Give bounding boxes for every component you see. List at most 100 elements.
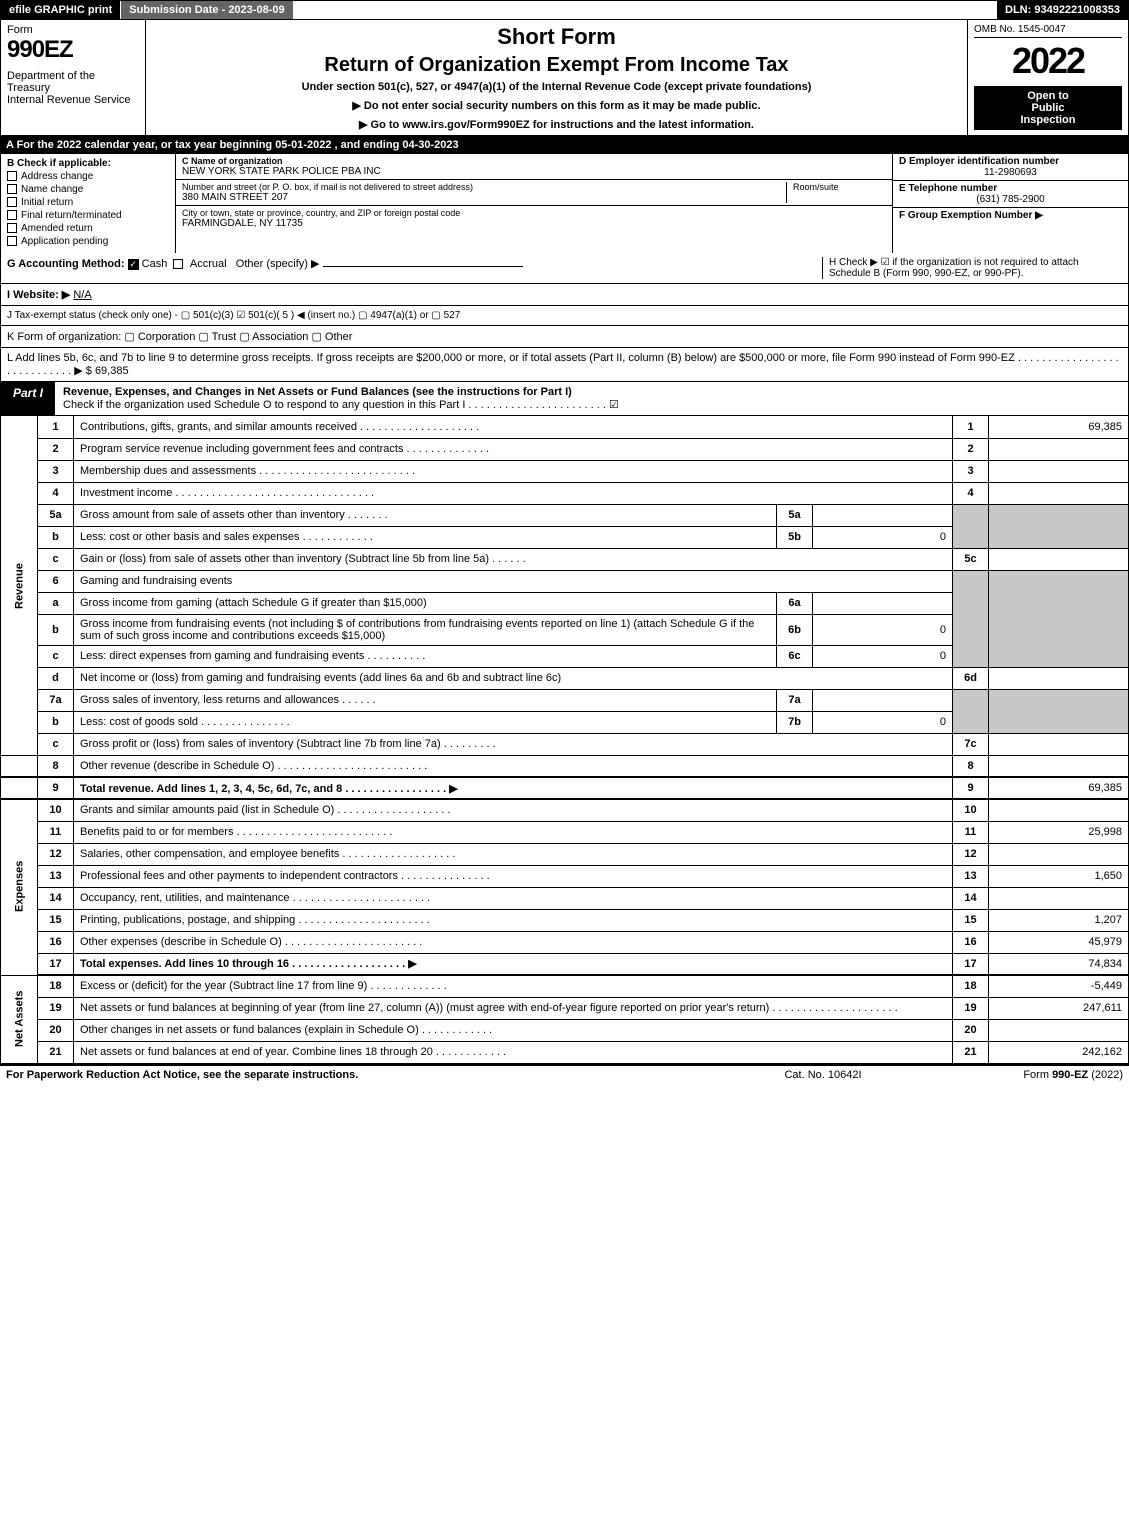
line-num: 2 bbox=[38, 438, 74, 460]
entity-info-grid: B Check if applicable: Address change Na… bbox=[0, 154, 1129, 253]
shaded-cell bbox=[953, 689, 989, 733]
line-desc: Other changes in net assets or fund bala… bbox=[74, 1019, 953, 1041]
line-ref: 7c bbox=[953, 733, 989, 755]
line-amount: 1,650 bbox=[989, 865, 1129, 887]
city-label: City or town, state or province, country… bbox=[182, 208, 886, 218]
table-row: 20 Other changes in net assets or fund b… bbox=[1, 1019, 1129, 1041]
table-row: 5a Gross amount from sale of assets othe… bbox=[1, 504, 1129, 526]
checkbox-initial-return[interactable] bbox=[7, 197, 17, 207]
other-specify-input[interactable] bbox=[323, 266, 523, 267]
line-num: 19 bbox=[38, 997, 74, 1019]
section-i-website: I Website: ▶ N/A bbox=[0, 284, 1129, 306]
line-num: c bbox=[38, 548, 74, 570]
part-1-label: Part I bbox=[1, 382, 55, 415]
goto-link[interactable]: ▶ Go to www.irs.gov/Form990EZ for instru… bbox=[154, 118, 959, 131]
spacer bbox=[294, 1, 997, 19]
form-label: Form bbox=[7, 24, 139, 36]
shaded-cell bbox=[989, 570, 1129, 667]
other-specify-label: Other (specify) ▶ bbox=[236, 258, 320, 270]
line-desc: Investment income . . . . . . . . . . . … bbox=[74, 482, 953, 504]
line-ref: 2 bbox=[953, 438, 989, 460]
efile-print-button[interactable]: efile GRAPHIC print bbox=[1, 1, 121, 19]
room-suite-label: Room/suite bbox=[786, 182, 886, 203]
table-row: 13 Professional fees and other payments … bbox=[1, 865, 1129, 887]
line-ref: 11 bbox=[953, 821, 989, 843]
line-amount bbox=[989, 548, 1129, 570]
line-num: c bbox=[38, 645, 74, 667]
part-1-title: Revenue, Expenses, and Changes in Net As… bbox=[63, 386, 572, 398]
cb-initial-label: Initial return bbox=[21, 197, 73, 208]
line-num: 1 bbox=[38, 416, 74, 438]
checkbox-application-pending[interactable] bbox=[7, 236, 17, 246]
checkbox-cash-checked[interactable]: ✓ bbox=[128, 259, 139, 270]
line-num: 3 bbox=[38, 460, 74, 482]
line-num: 16 bbox=[38, 931, 74, 953]
checkbox-accrual[interactable] bbox=[173, 259, 183, 269]
checkbox-final-return[interactable] bbox=[7, 210, 17, 220]
line-desc: Less: cost of goods sold . . . . . . . .… bbox=[74, 711, 777, 733]
irs-label: Internal Revenue Service bbox=[7, 94, 139, 106]
tax-year: 2022 bbox=[974, 40, 1122, 82]
checkbox-address-change[interactable] bbox=[7, 171, 17, 181]
cb-pending-label: Application pending bbox=[21, 236, 108, 247]
open-to-public-box: Open to Public Inspection bbox=[974, 86, 1122, 130]
line-desc: Net income or (loss) from gaming and fun… bbox=[74, 667, 953, 689]
cat-number: Cat. No. 10642I bbox=[723, 1069, 923, 1081]
line-amount: -5,449 bbox=[989, 975, 1129, 997]
shaded-cell bbox=[989, 689, 1129, 733]
table-row: 17 Total expenses. Add lines 10 through … bbox=[1, 953, 1129, 975]
checkbox-amended-return[interactable] bbox=[7, 223, 17, 233]
line-num: 20 bbox=[38, 1019, 74, 1041]
line-amount bbox=[989, 887, 1129, 909]
section-b-checkboxes: B Check if applicable: Address change Na… bbox=[1, 154, 176, 253]
section-c-org-info: C Name of organization NEW YORK STATE PA… bbox=[176, 154, 893, 253]
dln-label: DLN: 93492221008353 bbox=[997, 1, 1128, 19]
line-amount bbox=[989, 482, 1129, 504]
line-amount: 1,207 bbox=[989, 909, 1129, 931]
line-amount: 69,385 bbox=[989, 777, 1129, 799]
line-desc: Professional fees and other payments to … bbox=[74, 865, 953, 887]
table-row: c Gross profit or (loss) from sales of i… bbox=[1, 733, 1129, 755]
line-num: b bbox=[38, 711, 74, 733]
line-amount bbox=[989, 799, 1129, 821]
accrual-label: Accrual bbox=[190, 258, 227, 270]
section-a-taxyear: A For the 2022 calendar year, or tax yea… bbox=[0, 136, 1129, 154]
line-desc: Membership dues and assessments . . . . … bbox=[74, 460, 953, 482]
line-num: 4 bbox=[38, 482, 74, 504]
dept-label: Department of the Treasury bbox=[7, 70, 139, 94]
line-desc: Less: cost or other basis and sales expe… bbox=[74, 526, 777, 548]
table-row: 3 Membership dues and assessments . . . … bbox=[1, 460, 1129, 482]
line-num: d bbox=[38, 667, 74, 689]
table-row: Net Assets 18 Excess or (deficit) for th… bbox=[1, 975, 1129, 997]
line-amount: 45,979 bbox=[989, 931, 1129, 953]
line-desc: Gross income from gaming (attach Schedul… bbox=[74, 592, 777, 614]
table-row: d Net income or (loss) from gaming and f… bbox=[1, 667, 1129, 689]
line-amount bbox=[989, 460, 1129, 482]
line-sub-value: 0 bbox=[813, 645, 953, 667]
checkbox-name-change[interactable] bbox=[7, 184, 17, 194]
line-ref: 12 bbox=[953, 843, 989, 865]
line-num: 10 bbox=[38, 799, 74, 821]
line-desc: Gaming and fundraising events bbox=[74, 570, 953, 592]
header-left: Form 990EZ Department of the Treasury In… bbox=[1, 20, 146, 135]
section-j-tax-exempt: J Tax-exempt status (check only one) - ▢… bbox=[0, 306, 1129, 326]
line-amount: 74,834 bbox=[989, 953, 1129, 975]
line-desc: Gross income from fundraising events (no… bbox=[74, 614, 777, 645]
line-sub-value bbox=[813, 689, 953, 711]
line-sub-ref: 5a bbox=[777, 504, 813, 526]
org-name: NEW YORK STATE PARK POLICE PBA INC bbox=[182, 166, 886, 177]
expenses-vertical-label: Expenses bbox=[1, 799, 38, 975]
line-desc: Net assets or fund balances at end of ye… bbox=[74, 1041, 953, 1063]
line-num: 5a bbox=[38, 504, 74, 526]
line-amount bbox=[989, 1019, 1129, 1041]
tel-label: E Telephone number bbox=[899, 183, 1122, 194]
line-desc: Contributions, gifts, grants, and simila… bbox=[74, 416, 953, 438]
submission-date-button[interactable]: Submission Date - 2023-08-09 bbox=[121, 1, 293, 19]
revenue-vertical-label: Revenue bbox=[1, 416, 38, 755]
line-desc: Gross amount from sale of assets other t… bbox=[74, 504, 777, 526]
line-num: 11 bbox=[38, 821, 74, 843]
line-ref: 18 bbox=[953, 975, 989, 997]
line-ref: 3 bbox=[953, 460, 989, 482]
line-num: c bbox=[38, 733, 74, 755]
line-amount bbox=[989, 843, 1129, 865]
